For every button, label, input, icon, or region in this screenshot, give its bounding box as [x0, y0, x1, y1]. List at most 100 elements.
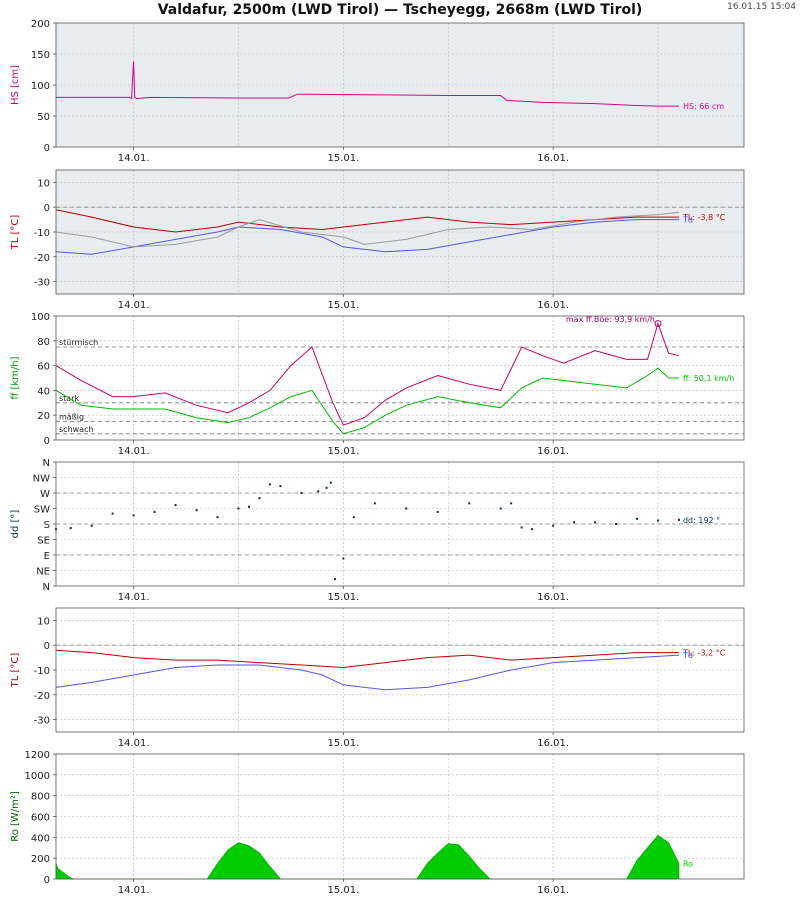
hs-ylabel: HS [cm] — [10, 65, 21, 105]
ff-plot-frame — [55, 315, 745, 441]
ff-threshold-label: stürmisch — [59, 338, 98, 347]
ff-plot-background — [56, 316, 744, 440]
ro-ytick-label: 1000 — [25, 771, 50, 782]
hs-ytick-label: 150 — [31, 50, 50, 61]
ro-xtick-label: 16.01. — [537, 885, 569, 896]
dd-data-point — [636, 517, 639, 520]
tl1-xtick-label: 16.01. — [537, 300, 569, 311]
ff-ytick-label: 60 — [37, 362, 50, 373]
dd-data-point — [237, 507, 240, 510]
ro-xtick-label: 14.01. — [118, 885, 150, 896]
dd-data-point — [499, 507, 502, 510]
dd-data-point — [520, 526, 523, 529]
ff-ytick-label: 80 — [37, 337, 50, 348]
hs-series-line — [56, 61, 679, 107]
tl2-ytick-label: -20 — [34, 691, 50, 702]
tl1-series-line — [55, 209, 679, 233]
dd-data-point — [247, 505, 250, 508]
tl2-series-line — [55, 649, 679, 669]
dd-data-point — [325, 486, 328, 489]
dd-data-point — [195, 509, 198, 512]
dd-data-point — [111, 512, 114, 515]
dd-data-point — [90, 524, 93, 527]
tl2-ytick-label: -30 — [34, 716, 50, 727]
dd-data-point — [153, 510, 156, 513]
tl2-ytick-label: 10 — [37, 616, 50, 627]
ro-xtick-label: 15.01. — [327, 885, 359, 896]
tl2-ytick-label: 0 — [44, 641, 50, 652]
tl1-ylabel: TL [°C] — [10, 215, 21, 251]
ff-series-line — [55, 321, 680, 426]
tl2-xtick-label: 16.01. — [537, 738, 569, 749]
dd-data-point — [677, 518, 680, 521]
dd-ylabel: dd [°] — [10, 510, 21, 539]
dd-data-point — [342, 557, 345, 560]
ff-ytick-label: 40 — [37, 386, 50, 397]
ff-max-marker — [654, 320, 662, 328]
dd-data-point — [405, 507, 408, 510]
tl1-ytick-label: -20 — [34, 253, 50, 264]
dd-data-point — [531, 528, 534, 531]
ro-ytick-label: 400 — [31, 833, 50, 844]
dd-data-point — [436, 510, 439, 513]
dd-data-point — [258, 497, 261, 500]
dd-data-point — [510, 502, 513, 505]
dd-data-point — [132, 514, 135, 517]
ff-ytick-label: 20 — [37, 411, 50, 422]
dd-ytick-label: N — [43, 582, 50, 593]
ff-series-label: ff: 50,1 km/h — [683, 374, 734, 383]
tl2-ylabel: TL [°C] — [10, 653, 21, 689]
ro-ytick-label: 200 — [31, 854, 50, 865]
hs-ytick-label: 100 — [31, 81, 50, 92]
dd-data-point — [216, 516, 219, 519]
hs-ytick-label: 200 — [31, 19, 50, 30]
ff-xtick-label: 14.01. — [118, 446, 150, 457]
dd-data-point — [329, 481, 332, 484]
dd-data-point — [174, 504, 177, 507]
dd-ytick-label: E — [44, 551, 50, 562]
tl2-xtick-label: 15.01. — [327, 738, 359, 749]
tl1-series-line — [55, 219, 679, 255]
ro-series-label: Ro — [683, 859, 693, 868]
ff-ytick-label: 100 — [31, 312, 50, 323]
ro-ytick-label: 1200 — [25, 750, 50, 761]
ff-threshold-label: mäßig — [59, 412, 84, 421]
ff-threshold-label: schwach — [59, 425, 94, 434]
dd-data-point — [657, 519, 659, 522]
ro-ytick-label: 600 — [31, 813, 50, 824]
dd-ytick-label: N — [43, 458, 50, 469]
tl2-series-label: TL: -3,2 °C — [682, 649, 726, 658]
ff-series-line — [55, 367, 679, 435]
dd-data-point — [615, 523, 618, 525]
dd-ytick-label: SW — [34, 505, 50, 516]
tl2-ytick-label: -10 — [34, 666, 50, 677]
ff-max-label: max ff.Böe: 93,9 km/h — [566, 315, 655, 324]
dd-ytick-label: NW — [33, 474, 50, 485]
dd-data-point — [317, 490, 320, 493]
dd-data-point — [373, 502, 376, 505]
dd-ytick-label: W — [40, 489, 50, 500]
dd-data-point — [573, 521, 576, 524]
hs-xtick-label: 14.01. — [118, 153, 150, 164]
ro-ytick-label: 0 — [44, 875, 50, 886]
dd-xtick-label: 15.01. — [327, 592, 359, 603]
tl2-xtick-label: 14.01. — [118, 738, 150, 749]
hs-xtick-label: 15.01. — [327, 153, 359, 164]
hs-ytick-label: 50 — [37, 112, 50, 123]
tl2-series-label: Td — [682, 651, 693, 660]
tl1-ytick-label: -30 — [34, 278, 50, 289]
tl1-series-line — [55, 211, 680, 248]
tl1-ytick-label: -10 — [34, 228, 50, 239]
dd-ytick-label: NE — [36, 567, 50, 578]
dd-ytick-label: SE — [37, 536, 50, 547]
tl1-ytick-label: 10 — [37, 178, 50, 189]
tl1-ytick-label: 0 — [44, 203, 50, 214]
hs-series-label: HS: 66 cm — [683, 102, 724, 111]
ro-ylabel: Ro [W/m²] — [10, 791, 21, 842]
dd-data-point — [279, 485, 282, 488]
tl2-series-line — [55, 654, 680, 691]
dd-data-point — [468, 502, 471, 505]
dd-xtick-label: 14.01. — [118, 592, 150, 603]
dd-ytick-label: S — [44, 520, 50, 531]
